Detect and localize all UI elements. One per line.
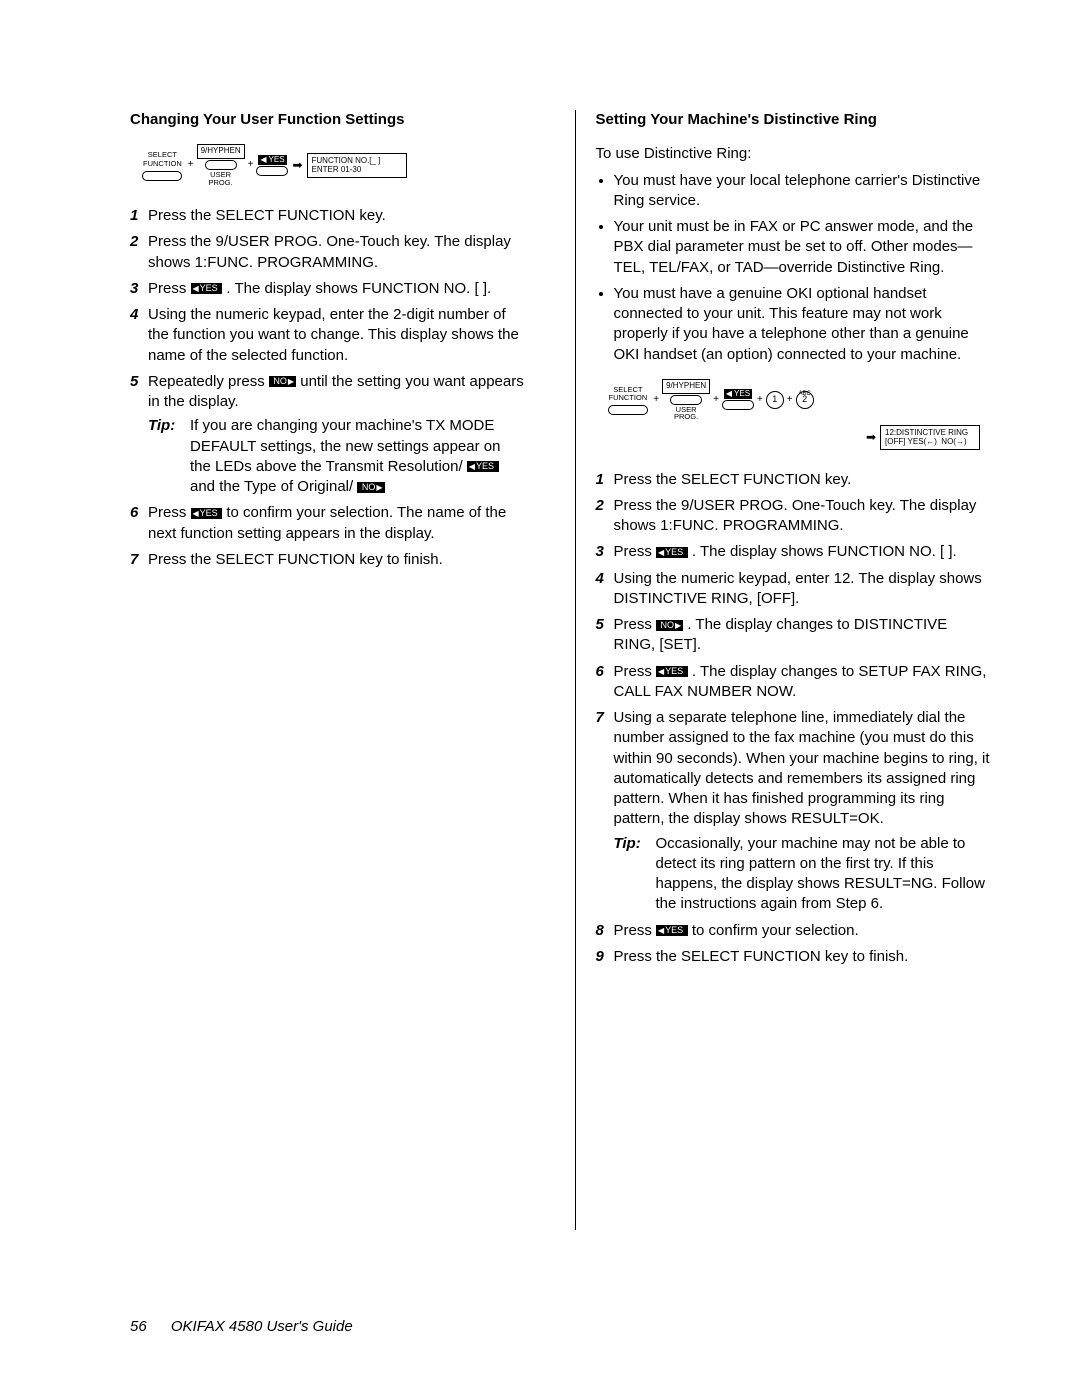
yes-button-icon: YES [191, 508, 223, 519]
select-function-key-icon [142, 171, 182, 181]
yes-button-icon: YES [191, 283, 223, 294]
plus-icon: + [187, 160, 195, 170]
yes-key-icon [722, 400, 754, 410]
right-intro: To use Distinctive Ring: [596, 144, 991, 164]
arrow-right-icon: ➡ [864, 431, 878, 443]
yes-key-icon [256, 166, 288, 176]
yes-button-icon: YES [656, 666, 688, 677]
page-number: 56 [130, 1318, 147, 1335]
left-step-2: Press the 9/USER PROG. One-Touch key. Th… [130, 232, 525, 273]
no-button-icon: NO [357, 482, 384, 493]
arrow-right-icon: ➡ [290, 159, 304, 171]
page: Changing Your User Function Settings SEL… [0, 0, 1080, 1290]
keypad-2-icon: ABC2 [796, 391, 814, 409]
right-step-4: Using the numeric keypad, enter 12. The … [596, 569, 991, 610]
right-step-9: Press the SELECT FUNCTION key to finish. [596, 947, 991, 967]
left-step-5-tip: Tip: If you are changing your machine's … [148, 416, 525, 497]
nine-hyphen-key: 9/HYPHEN [197, 144, 245, 159]
bullet-1: You must have your local telephone carri… [614, 171, 991, 212]
select-function-key-label: SELECT FUNCTION [606, 384, 651, 405]
left-column: Changing Your User Function Settings SEL… [130, 110, 535, 1230]
left-heading: Changing Your User Function Settings [130, 110, 525, 130]
plus-icon: + [786, 395, 794, 405]
left-step-6: Press YES to confirm your selection. The… [130, 503, 525, 544]
plus-icon: + [756, 395, 764, 405]
left-step-3: Press YES . The display shows FUNCTION N… [130, 279, 525, 299]
right-column: Setting Your Machine's Distinctive Ring … [575, 110, 991, 1230]
yes-button-icon: YES [467, 461, 499, 472]
user-prog-label: USER PROG. [674, 406, 698, 421]
keypad-1-icon: 1 [766, 391, 784, 409]
right-bullets: You must have your local telephone carri… [596, 171, 991, 365]
page-footer: 56 OKIFAX 4580 User's Guide [130, 1317, 353, 1337]
display-box: FUNCTION NO.[_ ] ENTER 01-30 [307, 153, 407, 178]
yes-button-icon: YES [656, 925, 688, 936]
display-box: 12:DISTINCTIVE RING [OFF] YES(←) NO(→) [880, 425, 980, 450]
left-diagram: SELECT FUNCTION + 9/HYPHEN USER PROG. + … [140, 144, 525, 186]
yes-button-icon: ◀ YES [258, 155, 286, 165]
left-steps: Press the SELECT FUNCTION key. Press the… [130, 206, 525, 570]
user-prog-key-icon [205, 160, 237, 170]
right-step-3: Press YES . The display shows FUNCTION N… [596, 542, 991, 562]
plus-icon: + [712, 395, 720, 405]
right-steps: Press the SELECT FUNCTION key. Press the… [596, 470, 991, 968]
user-prog-key-icon [670, 395, 702, 405]
bullet-2: Your unit must be in FAX or PC answer mo… [614, 217, 991, 278]
plus-icon: + [247, 160, 255, 170]
yes-button-icon: YES [656, 547, 688, 558]
right-step-7-tip: Tip: Occasionally, your machine may not … [614, 834, 991, 915]
left-step-5: Repeatedly press NO until the setting yo… [130, 372, 525, 498]
select-function-key-label: SELECT FUNCTION [140, 149, 185, 170]
left-step-4: Using the numeric keypad, enter the 2-di… [130, 305, 525, 366]
no-button-icon: NO [269, 376, 296, 387]
right-step-1: Press the SELECT FUNCTION key. [596, 470, 991, 490]
right-step-6: Press YES . The display changes to SETUP… [596, 662, 991, 703]
right-step-8: Press YES to confirm your selection. [596, 921, 991, 941]
footer-title: OKIFAX 4580 User's Guide [171, 1318, 353, 1335]
select-function-key-icon [608, 405, 648, 415]
left-step-7: Press the SELECT FUNCTION key to finish. [130, 550, 525, 570]
bullet-3: You must have a genuine OKI optional han… [614, 284, 991, 365]
no-button-icon: NO [656, 620, 683, 631]
right-heading: Setting Your Machine's Distinctive Ring [596, 110, 991, 130]
right-diagram: SELECT FUNCTION + 9/HYPHEN USER PROG. + … [606, 379, 991, 450]
right-step-5: Press NO . The display changes to DISTIN… [596, 615, 991, 656]
right-step-7: Using a separate telephone line, immedia… [596, 708, 991, 915]
user-prog-label: USER PROG. [209, 171, 233, 186]
yes-button-icon: ◀ YES [724, 389, 752, 399]
plus-icon: + [652, 395, 660, 405]
right-step-2: Press the 9/USER PROG. One-Touch key. Th… [596, 496, 991, 537]
nine-hyphen-key: 9/HYPHEN [662, 379, 710, 394]
left-step-1: Press the SELECT FUNCTION key. [130, 206, 525, 226]
